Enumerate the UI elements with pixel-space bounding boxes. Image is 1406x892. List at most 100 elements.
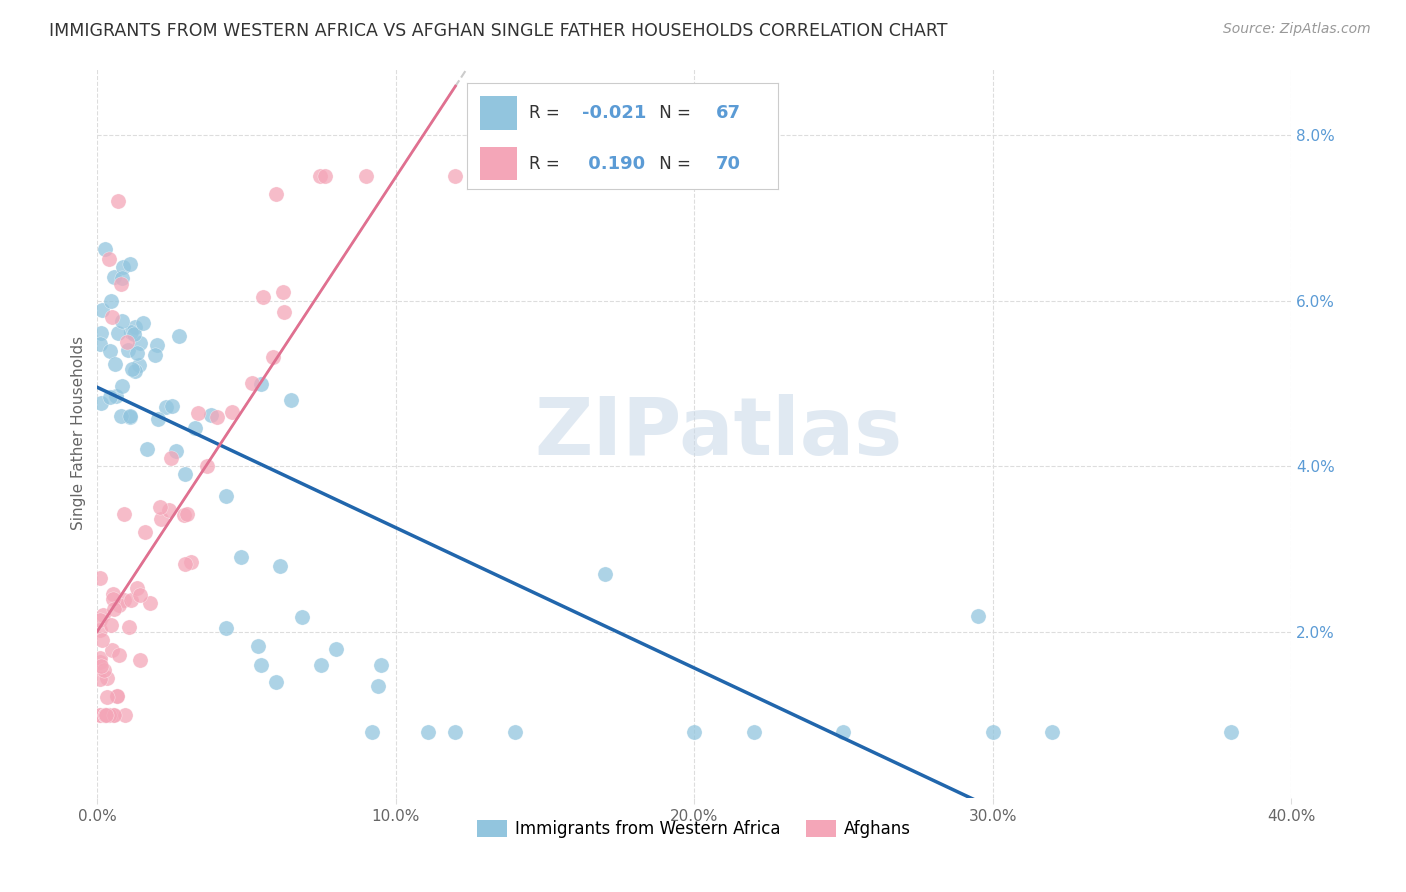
Point [111, 378, 134, 392]
Point [103, 708, 125, 723]
Point [143, 348, 166, 362]
Point [112, 592, 135, 607]
Point [157, 503, 180, 517]
Y-axis label: Single Father Households: Single Father Households [72, 336, 86, 531]
Point [115, 335, 138, 350]
Point [221, 405, 243, 419]
Point [104, 357, 127, 371]
Point [129, 335, 152, 350]
Point [98, 252, 121, 267]
Point [89, 708, 111, 723]
Point [91, 608, 114, 623]
Point [134, 524, 156, 539]
Point [250, 658, 273, 673]
Point [124, 319, 146, 334]
Point [96, 690, 118, 705]
Point [118, 257, 141, 271]
Point [309, 658, 332, 673]
Legend: Immigrants from Western Africa, Afghans: Immigrants from Western Africa, Afghans [471, 813, 918, 845]
Point [124, 364, 146, 378]
Point [117, 343, 139, 357]
Point [314, 169, 336, 184]
Point [118, 620, 141, 634]
Point [110, 409, 132, 424]
Point [273, 304, 295, 318]
Point [89, 337, 111, 351]
Point [104, 389, 127, 403]
Point [96, 671, 118, 685]
Point [110, 277, 132, 291]
Point [280, 393, 302, 408]
Point [291, 609, 314, 624]
Point [93, 663, 115, 677]
Point [184, 421, 207, 435]
Point [107, 194, 129, 209]
Point [1040, 724, 1063, 739]
Point [89, 613, 111, 627]
Point [90, 326, 112, 340]
Point [127, 345, 149, 359]
Point [105, 690, 128, 704]
Point [367, 679, 389, 693]
Point [122, 326, 145, 341]
Point [534, 169, 557, 184]
Point [97, 708, 120, 723]
Point [981, 724, 1004, 739]
Point [503, 724, 526, 739]
Point [148, 412, 170, 426]
Point [120, 409, 142, 423]
Point [155, 400, 177, 414]
Point [105, 689, 128, 703]
Point [112, 508, 135, 522]
Point [247, 640, 270, 654]
Point [176, 507, 198, 521]
Point [96, 708, 118, 723]
Point [145, 338, 167, 352]
Point [101, 591, 124, 606]
Point [89, 708, 111, 723]
Point [309, 169, 332, 184]
Point [354, 169, 377, 184]
Point [135, 442, 157, 456]
Point [94, 242, 117, 256]
Point [132, 316, 155, 330]
Point [128, 359, 150, 373]
Point [180, 555, 202, 569]
Point [215, 621, 238, 635]
Point [118, 410, 141, 425]
Point [1220, 724, 1243, 739]
Point [114, 708, 136, 723]
Point [100, 618, 122, 632]
Point [195, 459, 218, 474]
Point [269, 558, 291, 573]
Point [149, 500, 172, 514]
Point [91, 708, 114, 723]
Point [215, 489, 238, 503]
Point [444, 169, 467, 184]
Text: IMMIGRANTS FROM WESTERN AFRICA VS AFGHAN SINGLE FATHER HOUSEHOLDS CORRELATION CH: IMMIGRANTS FROM WESTERN AFRICA VS AFGHAN… [49, 22, 948, 40]
Text: Source: ZipAtlas.com: Source: ZipAtlas.com [1223, 22, 1371, 37]
Point [89, 673, 111, 687]
Point [93, 708, 115, 723]
Point [266, 186, 288, 201]
Point [98, 390, 121, 404]
Point [100, 293, 122, 308]
Point [120, 325, 142, 339]
Point [127, 581, 149, 595]
Point [165, 444, 187, 458]
Point [98, 708, 121, 723]
Point [94, 708, 117, 723]
Point [160, 399, 183, 413]
Point [683, 724, 706, 739]
Point [89, 655, 111, 669]
Point [416, 724, 439, 739]
Point [129, 589, 152, 603]
Point [89, 571, 111, 585]
Point [90, 303, 112, 318]
Point [103, 708, 125, 723]
Point [107, 326, 129, 340]
Point [90, 396, 112, 410]
Point [139, 596, 162, 610]
Point [112, 260, 135, 275]
Point [252, 290, 274, 304]
